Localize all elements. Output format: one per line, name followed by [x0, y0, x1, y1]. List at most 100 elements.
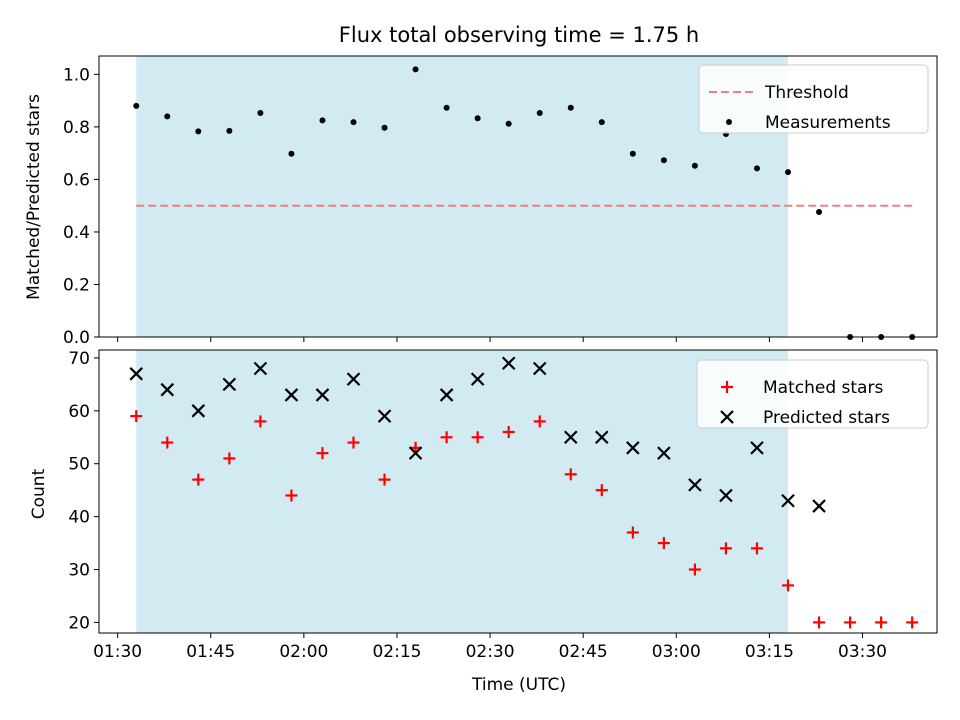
- y-tick-label: 60: [68, 402, 90, 422]
- x-tick-label: 01:30: [93, 642, 142, 662]
- measurement-point: [288, 150, 295, 157]
- x-tick-label: 02:00: [279, 642, 328, 662]
- x-axis-label: Time (UTC): [471, 675, 566, 695]
- predicted-stars-point: [501, 356, 516, 371]
- legend-marker-swatch: [721, 381, 733, 393]
- legend-marker-swatch: [720, 410, 734, 424]
- x-tick-label: 02:45: [559, 642, 608, 662]
- matched-stars-point: [347, 436, 360, 449]
- matched-stars-point: [844, 616, 857, 629]
- matched-stars-point: [378, 473, 391, 486]
- matched-stars-point: [316, 447, 329, 460]
- predicted-stars-point: [470, 372, 485, 386]
- predicted-stars-point: [222, 377, 237, 392]
- matched-stars-point: [254, 415, 267, 428]
- chart-title: Flux total observing time = 1.75 h: [339, 23, 699, 47]
- top-axes-frame: [98, 55, 938, 338]
- matched-stars-point: [471, 431, 484, 444]
- y-tick-label: 50: [68, 455, 90, 475]
- legend-label: Matched stars: [763, 378, 883, 398]
- measurement-point: [567, 104, 574, 111]
- predicted-stars-point: [253, 361, 268, 376]
- y-tick-label: 0.2: [63, 275, 90, 295]
- matched-stars-point: [626, 526, 639, 539]
- measurement-point: [164, 113, 171, 120]
- bottom-y-axis-label: Count: [29, 468, 49, 519]
- predicted-stars-point: [781, 493, 795, 508]
- matched-stars-point: [130, 410, 143, 423]
- y-tick-label: 70: [68, 349, 90, 369]
- measurement-point: [443, 104, 450, 111]
- measurement-point: [381, 124, 388, 131]
- matched-stars-point: [875, 616, 888, 629]
- matched-stars-point: [223, 452, 236, 465]
- predicted-stars-point: [346, 372, 361, 386]
- predicted-stars-point: [719, 488, 733, 503]
- measurement-point: [598, 119, 605, 126]
- matched-stars-point: [440, 431, 453, 444]
- matched-stars-point: [285, 489, 298, 502]
- measurement-point: [785, 169, 792, 176]
- measurement-point: [505, 120, 512, 127]
- measurement-point: [412, 66, 419, 73]
- matched-stars-point: [750, 542, 763, 555]
- top-y-axis-label: Matched/Predicted stars: [24, 94, 44, 300]
- predicted-stars-point: [284, 388, 299, 402]
- predicted-stars-point: [408, 446, 423, 460]
- x-tick-label: 03:30: [838, 642, 887, 662]
- matched-stars-point: [192, 473, 205, 486]
- matched-stars-point: [657, 537, 670, 550]
- y-tick-label: 30: [68, 561, 90, 581]
- legend-label: Measurements: [765, 113, 891, 133]
- predicted-stars-point: [563, 430, 578, 445]
- predicted-stars-point: [750, 441, 764, 455]
- y-tick-label: 0.8: [63, 118, 90, 138]
- predicted-stars-point: [688, 478, 702, 492]
- predicted-stars-point: [377, 409, 392, 423]
- matched-stars-point: [906, 616, 919, 629]
- matched-stars-point: [533, 415, 546, 428]
- x-tick-label: 02:15: [372, 642, 421, 662]
- matched-stars-point: [688, 563, 701, 576]
- matched-stars-point: [813, 616, 826, 629]
- measurement-point: [536, 109, 543, 116]
- predicted-stars-point: [532, 361, 547, 376]
- observing-window-shade: [136, 350, 789, 633]
- matched-stars-point: [161, 436, 174, 449]
- y-tick-label: 0.0: [63, 328, 90, 348]
- measurement-point: [257, 109, 264, 116]
- matched-stars-point: [502, 425, 515, 438]
- x-tick-label: 03:00: [652, 642, 701, 662]
- x-tick-label: 01:45: [186, 642, 235, 662]
- bottom-axes-frame: [98, 349, 938, 634]
- y-tick-label: 40: [68, 508, 90, 528]
- predicted-stars-point: [439, 388, 454, 402]
- y-tick-label: 0.6: [63, 170, 90, 190]
- bottom-panel: 20 30 40 50 60 70 01:30 01:45 02:00 02:15 02:30 02…: [29, 349, 938, 695]
- measurement-point: [350, 119, 357, 126]
- measurement-point: [226, 127, 233, 134]
- top-panel: 0.0 0.2 0.4 0.6 0.8 1.0 Flux total observing …: [24, 23, 938, 348]
- predicted-stars-point: [160, 382, 175, 397]
- measurement-point: [629, 150, 636, 157]
- predicted-stars-point: [657, 446, 671, 460]
- y-tick-label: 1.0: [63, 65, 90, 85]
- measurement-point: [319, 117, 326, 124]
- measurement-point: [816, 208, 823, 215]
- x-tick-label: 02:30: [466, 642, 515, 662]
- predicted-stars-point: [191, 404, 206, 418]
- predicted-stars-point: [812, 499, 826, 513]
- legend-marker-swatch: [726, 119, 732, 125]
- legend-label: Predicted stars: [763, 408, 890, 428]
- predicted-stars-point: [595, 430, 609, 445]
- x-tick-label: 03:15: [745, 642, 794, 662]
- predicted-stars-point: [626, 441, 640, 455]
- predicted-stars-point: [129, 367, 144, 381]
- y-tick-label: 0.4: [63, 223, 90, 243]
- matched-stars-point: [782, 579, 795, 592]
- legend-label: Threshold: [764, 83, 849, 103]
- legend-box: [696, 359, 929, 429]
- legend-box: [698, 64, 929, 134]
- y-tick-label: 20: [68, 613, 90, 633]
